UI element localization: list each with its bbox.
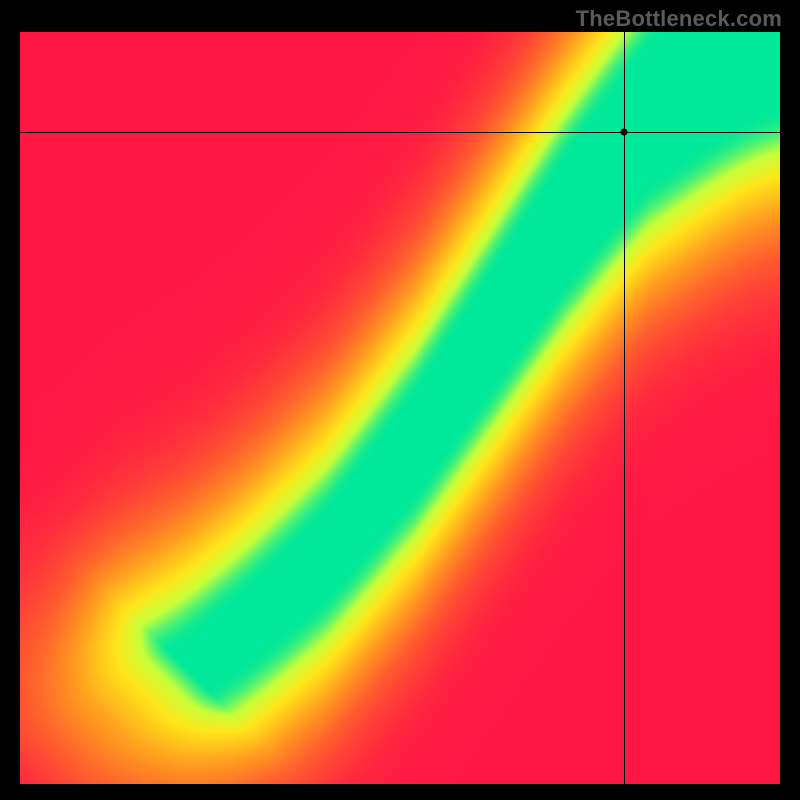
crosshair-point [621,129,628,136]
heatmap-plot [20,32,780,784]
crosshair-vertical [624,32,625,784]
watermark-label: TheBottleneck.com [576,6,782,32]
heatmap-canvas [20,32,780,784]
crosshair-horizontal [20,132,780,133]
